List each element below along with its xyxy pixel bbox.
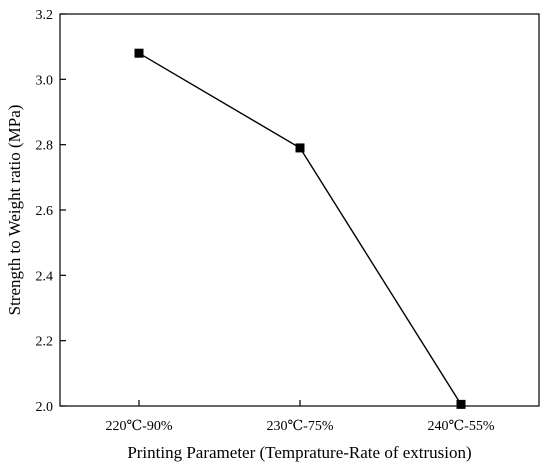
x-tick-label: 240℃-55%: [428, 419, 495, 434]
data-point: [295, 143, 305, 153]
y-axis-label: Strength to Weight ratio (MPa): [5, 105, 24, 316]
y-tick-label: 3.2: [36, 8, 54, 23]
plot-frame: [59, 13, 540, 407]
data-point: [134, 48, 144, 58]
y-tick-label: 3.0: [36, 73, 54, 88]
y-tick-label: 2.6: [36, 204, 54, 219]
y-axis: 2.0 2.2 2.4 2.6 2.8 3.0 3.2: [36, 8, 66, 415]
y-tick-label: 2.0: [36, 400, 54, 415]
data-point: [456, 399, 466, 409]
y-tick-label: 2.2: [36, 335, 54, 350]
x-tick-label: 230℃-75%: [267, 419, 334, 434]
x-axis-label: Printing Parameter (Temprature-Rate of e…: [127, 443, 471, 462]
series-line: [138, 52, 462, 405]
x-tick-label: 220℃-90%: [106, 419, 173, 434]
y-tick-label: 2.8: [36, 139, 54, 154]
x-axis: 220℃-90% 230℃-75% 240℃-55%: [106, 400, 495, 434]
y-tick-label: 2.4: [36, 269, 54, 284]
data-series: [134, 48, 466, 409]
